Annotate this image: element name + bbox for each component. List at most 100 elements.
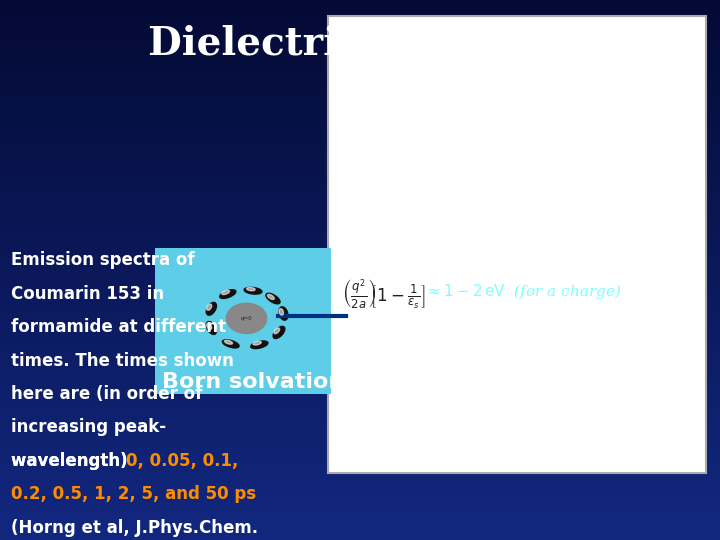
Bar (0, 194, 720, 197)
Bar (0, 27, 720, 30)
Bar (0, 537, 720, 540)
Bar (0, 286, 720, 289)
Bar (0, 202, 720, 205)
Bar (0, 483, 720, 486)
Bar (0, 497, 720, 500)
Bar (0, 294, 720, 297)
Bar (0, 324, 720, 327)
Ellipse shape (244, 287, 262, 294)
Ellipse shape (246, 287, 255, 291)
Bar (0, 148, 720, 151)
Bar (0, 167, 720, 170)
Ellipse shape (279, 309, 284, 315)
Text: 0, 0.05, 0.1,: 0, 0.05, 0.1, (126, 452, 238, 470)
Bar (0, 289, 720, 292)
Ellipse shape (207, 323, 212, 329)
Ellipse shape (225, 340, 233, 344)
Bar (0, 448, 720, 451)
Bar (0, 192, 720, 194)
Bar (0, 130, 720, 132)
Bar (0, 338, 720, 340)
Bar (0, 76, 720, 78)
Bar (0, 184, 720, 186)
Bar (0, 305, 720, 308)
Text: (Horng et al, J.Phys.Chem.: (Horng et al, J.Phys.Chem. (11, 519, 258, 537)
Bar (0, 86, 720, 89)
Bar (0, 92, 720, 94)
Bar (0, 381, 720, 383)
Bar (0, 529, 720, 532)
Bar (0, 400, 720, 402)
Bar (0, 162, 720, 165)
Bar (0, 256, 720, 259)
Bar (0, 227, 720, 229)
Bar (0, 446, 720, 448)
Text: $\approx 1-2\,\mathrm{eV}$  (for a charge): $\approx 1-2\,\mathrm{eV}$ (for a charge… (425, 282, 621, 301)
Circle shape (226, 303, 266, 334)
Bar (0, 284, 720, 286)
Bar (0, 138, 720, 140)
Bar (0, 470, 720, 472)
Ellipse shape (273, 326, 285, 339)
Bar (0, 32, 720, 35)
Bar (0, 386, 720, 389)
Bar (0, 278, 720, 281)
Text: wavelength): wavelength) (11, 452, 133, 470)
Bar (0, 176, 720, 178)
Bar (0, 392, 720, 394)
Bar (0, 213, 720, 216)
Bar (0, 251, 720, 254)
Bar (0, 524, 720, 526)
Bar (0, 308, 720, 310)
Bar (0, 89, 720, 92)
Bar (0, 19, 720, 22)
Text: Born solvation e: Born solvation e (162, 372, 367, 392)
Bar (0, 59, 720, 62)
Bar (0, 100, 720, 103)
Bar (0, 103, 720, 105)
Bar (0, 81, 720, 84)
Bar (0, 186, 720, 189)
Bar (0, 518, 720, 521)
Bar (0, 373, 720, 375)
Bar (0, 424, 720, 427)
Bar (0, 51, 720, 54)
Bar (0, 297, 720, 300)
Bar (0, 378, 720, 381)
Bar (0, 216, 720, 219)
Bar (0, 159, 720, 162)
Bar (0, 356, 720, 359)
Bar (0, 157, 720, 159)
Bar (0, 275, 720, 278)
Bar (0, 165, 720, 167)
Ellipse shape (274, 328, 279, 334)
Bar (0, 435, 720, 437)
Bar (0, 246, 720, 248)
Bar (0, 508, 720, 510)
Bar (0, 221, 720, 224)
Bar (0, 313, 720, 316)
Bar (0, 340, 720, 343)
Bar (0, 154, 720, 157)
Bar (0, 310, 720, 313)
Bar (0, 24, 720, 27)
Bar (0, 230, 720, 232)
Text: 0.2, 0.5, 1, 2, 5, and 50 ps: 0.2, 0.5, 1, 2, 5, and 50 ps (11, 485, 256, 503)
Bar (0, 16, 720, 19)
Bar (0, 38, 720, 40)
Bar (0, 505, 720, 508)
Bar (0, 281, 720, 284)
Bar (0, 127, 720, 130)
Bar (0, 413, 720, 416)
Bar (0, 22, 720, 24)
Bar (0, 105, 720, 108)
Bar (0, 119, 720, 122)
Bar (0, 521, 720, 524)
Bar (0, 122, 720, 124)
Bar (0, 200, 720, 202)
Bar (0, 94, 720, 97)
Bar (0, 54, 720, 57)
Bar (0, 262, 720, 265)
Bar (0, 472, 720, 475)
Text: $\left(\frac{q^2}{2a}\right)\!\!\left[1-\frac{1}{\varepsilon_s}\right]$: $\left(\frac{q^2}{2a}\right)\!\!\left[1-… (342, 278, 426, 311)
